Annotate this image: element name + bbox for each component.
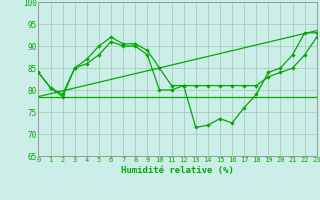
X-axis label: Humidité relative (%): Humidité relative (%) bbox=[121, 166, 234, 175]
